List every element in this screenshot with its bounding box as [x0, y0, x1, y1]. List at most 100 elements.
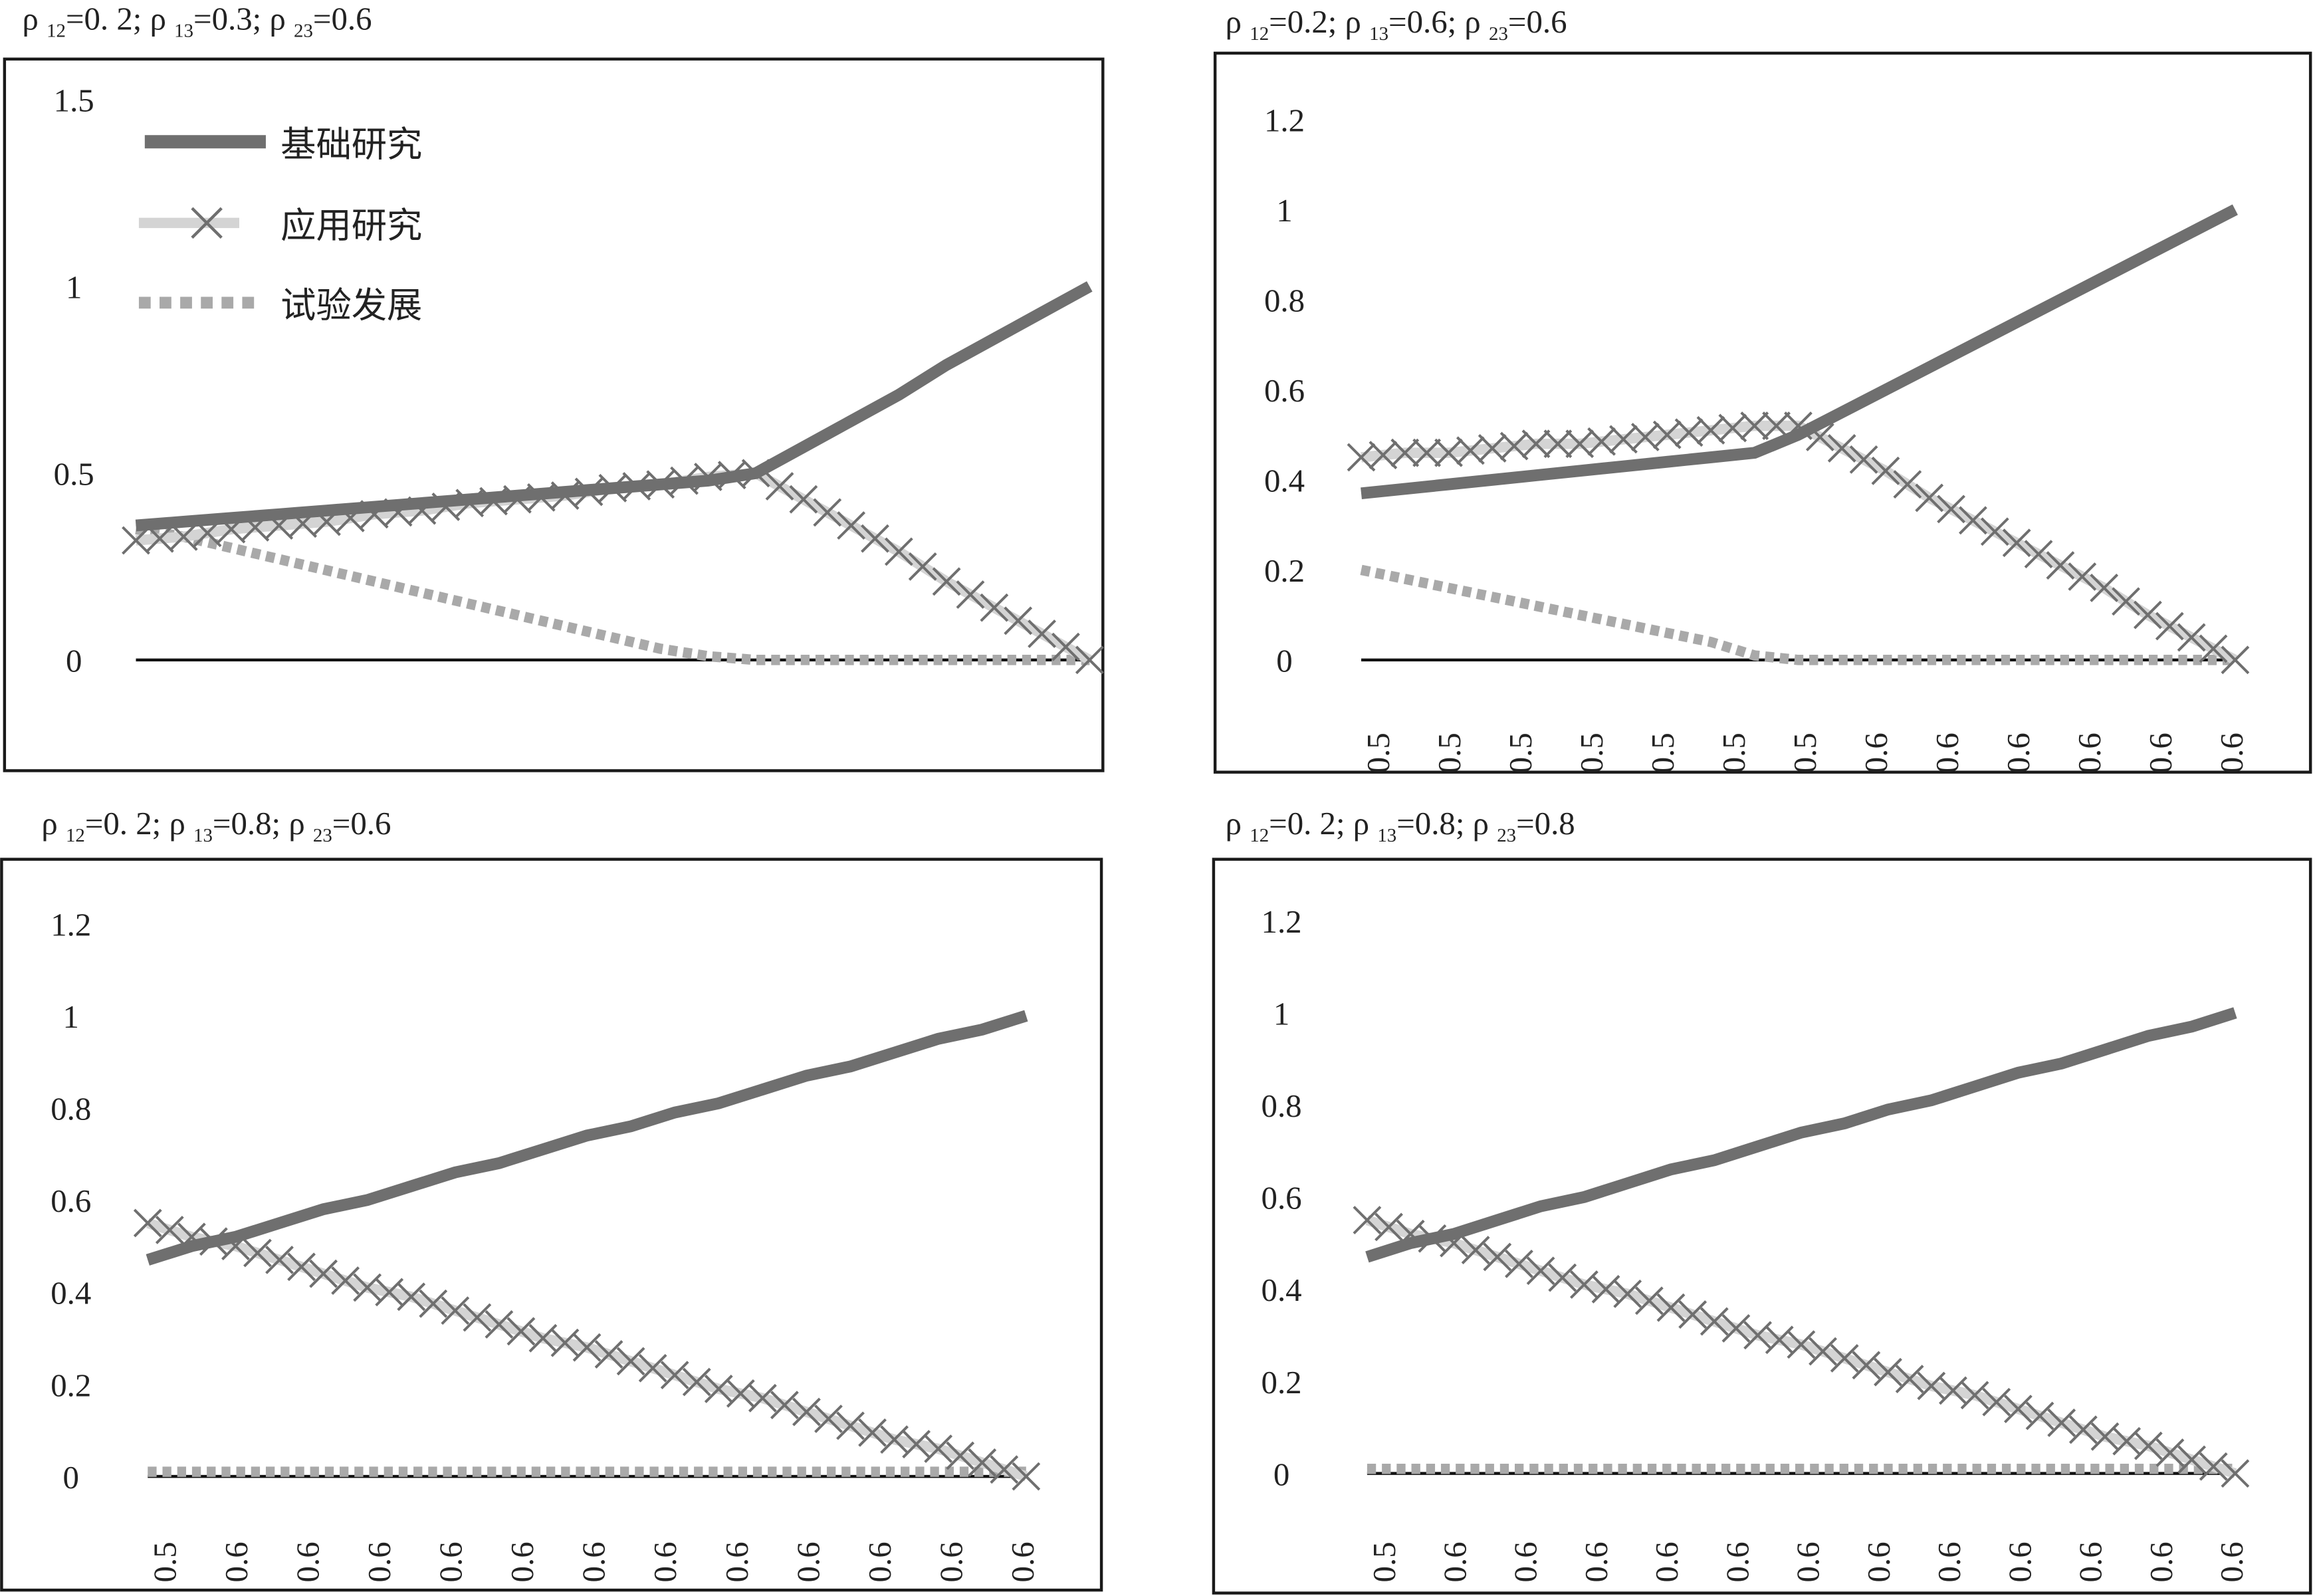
chart-frame [3, 57, 1105, 772]
x-tick-label: 0.6 [2213, 733, 2250, 773]
series-marker-applied [2177, 1445, 2207, 1474]
series-marker-applied [932, 567, 961, 596]
series-marker-applied [1849, 445, 1878, 474]
series-marker-applied [1434, 438, 1463, 467]
x-tick-label: 0.6 [2001, 1541, 2038, 1582]
series-marker-applied [2090, 574, 2119, 602]
series-marker-applied [1960, 1381, 1989, 1410]
title-part: ρ [1226, 3, 1250, 40]
title-part: =0.8; ρ [1396, 805, 1497, 842]
series-marker-applied [638, 1353, 667, 1383]
y-tick-label: 1.5 [54, 82, 94, 119]
series-marker-applied [2068, 562, 2097, 591]
series-marker-applied [122, 526, 150, 555]
x-tick-label: 0.6 [433, 1541, 469, 1582]
y-tick-label: 1 [63, 998, 79, 1035]
series-marker-applied [1893, 470, 1922, 499]
y-tick-label: 1 [1276, 192, 1292, 229]
title-part: =0.6 [1508, 3, 1567, 40]
x-tick-label: 0.5 [1502, 733, 1539, 773]
x-tick-label: 0.5 [1366, 1541, 1402, 1582]
series-marker-applied [1634, 1286, 1664, 1315]
y-tick-label: 0.8 [51, 1090, 91, 1127]
y-tick-label: 1.2 [1262, 903, 1302, 940]
y-tick-label: 1.2 [1264, 102, 1305, 139]
subscript: 12 [66, 825, 85, 846]
series-marker-applied [309, 1259, 338, 1288]
series-marker-applied [1915, 483, 1944, 513]
x-tick-label: 0.6 [1719, 1541, 1755, 1582]
title-part: =0.6 [313, 0, 372, 37]
series-marker-applied [2002, 528, 2031, 558]
series-marker-applied [1412, 438, 1442, 467]
x-tick-label: 0.6 [1929, 733, 1965, 773]
series-marker-applied [1827, 434, 1856, 463]
subscript: 13 [193, 825, 213, 846]
title-part: =0.8; ρ [213, 805, 313, 842]
series-marker-applied [1656, 1293, 1686, 1322]
chart-panel-3: ρ 12=0. 2; ρ 13=0.8; ρ 23=0.6 0 0.2 0.4 0.6 0… [0, 805, 1103, 1592]
series-marker-applied [1678, 1300, 1708, 1329]
title-part: =0. 2; ρ [85, 805, 193, 842]
series-marker-applied [441, 1296, 470, 1325]
subscript: 23 [313, 825, 332, 846]
title-part: =0.3; ρ [193, 0, 294, 37]
series-line-basic [146, 1010, 1028, 1266]
x-tick-label: 0.6 [1507, 1541, 1544, 1582]
title-part: =0.8 [1516, 805, 1575, 842]
x-tick-label: 0.5 [1431, 733, 1468, 773]
series-marker-applied [2199, 1452, 2228, 1481]
series-marker-applied [1630, 423, 1660, 451]
x-tick-label: 0.6 [576, 1541, 612, 1582]
series-marker-applied [792, 1397, 821, 1426]
series-marker-applied [836, 1411, 865, 1440]
series-marker-applied [1609, 425, 1638, 454]
legend-label-development: 试验发展 [280, 285, 422, 326]
x-tick-label: 0.5 [1573, 733, 1610, 773]
y-tick-label: 0.6 [1262, 1180, 1302, 1216]
series-marker-applied [397, 1282, 426, 1311]
series-marker-applied [506, 1317, 536, 1346]
series-marker-applied [908, 552, 937, 581]
series-marker-applied [1874, 1357, 1902, 1387]
subscript: 12 [1250, 23, 1269, 45]
series-line-development [135, 524, 1090, 665]
series-marker-applied [1004, 606, 1033, 635]
series-marker-applied [813, 498, 842, 527]
series-marker-applied [924, 1434, 953, 1463]
x-tick-label: 0.6 [1004, 1541, 1041, 1582]
series-marker-applied [2155, 612, 2184, 641]
series-marker-applied [1521, 429, 1551, 459]
series-marker-applied [837, 511, 866, 540]
series-marker-applied [1830, 1344, 1859, 1373]
series-marker-applied [1700, 1307, 1729, 1336]
series-marker-applied [2199, 634, 2228, 663]
series-line-basic [1365, 1007, 2237, 1263]
x-tick-label: 0.6 [933, 1541, 969, 1582]
chart-frame [1212, 857, 2312, 1595]
series-line-applied [135, 467, 1093, 665]
x-tick-label: 0.5 [1644, 733, 1681, 773]
series-marker-applied [1375, 1212, 1403, 1242]
y-tick-label: 1 [1273, 995, 1289, 1032]
x-tick-label: 0.6 [1860, 1541, 1897, 1582]
series-marker-applied [2068, 1415, 2098, 1444]
subscript: 13 [1377, 825, 1396, 846]
series-marker-applied [1871, 456, 1900, 485]
x-tick-label: 0.5 [1715, 733, 1752, 773]
series-marker-applied [1809, 1337, 1837, 1366]
series-marker-applied [1505, 1249, 1533, 1278]
chart-panel-2: ρ 12=0.2; ρ 13=0.6; ρ 23=0.6 0 0.2 0.4 0.6 0.… [1213, 3, 2312, 774]
series-marker-applied [1051, 632, 1080, 661]
title-part: =0. 2; ρ [1269, 805, 1377, 842]
subscript: 23 [294, 21, 313, 42]
title-part: =0.2; ρ [1269, 3, 1369, 40]
chart-frame [0, 857, 1103, 1592]
x-tick-label: 0.6 [290, 1541, 326, 1582]
series-marker-applied [572, 1333, 602, 1362]
series-marker-applied [1740, 411, 1769, 440]
series-marker-applied [1613, 1279, 1642, 1308]
series-marker-applied [789, 485, 818, 514]
x-tick-label: 0.6 [2071, 733, 2108, 773]
x-tick-label: 0.6 [2072, 1541, 2109, 1582]
